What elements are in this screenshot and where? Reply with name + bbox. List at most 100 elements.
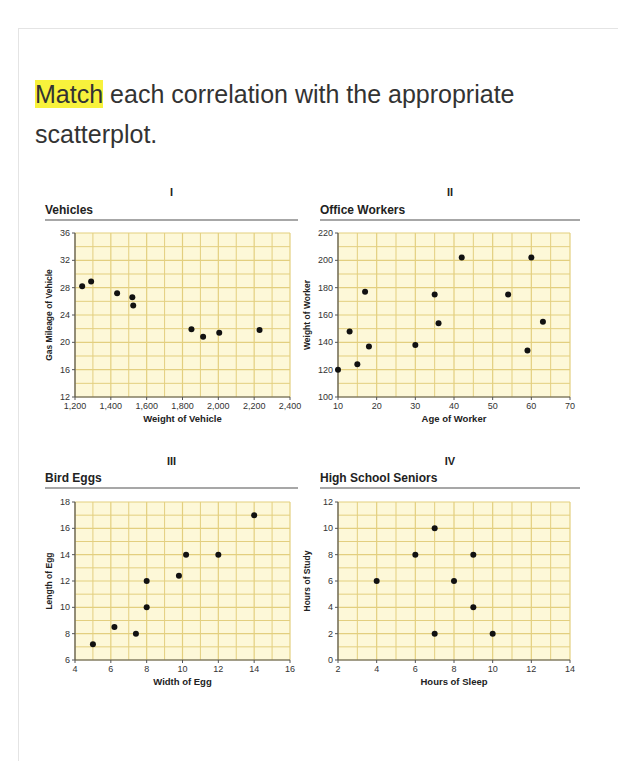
x-tick: [531, 397, 532, 400]
grid-line: [75, 260, 290, 261]
data-point: [470, 604, 476, 610]
title-rule: [320, 219, 580, 221]
chart-title: Vehicles: [45, 203, 93, 217]
y-tick-label: 14: [60, 550, 70, 560]
x-tick: [454, 397, 455, 400]
x-axis-label: Weight of Vehicle: [143, 413, 221, 424]
plot-area: [75, 502, 290, 660]
scatter-chart: IVHigh School Seniors2468101214024681012…: [302, 455, 580, 687]
data-point: [412, 342, 418, 348]
data-point: [451, 578, 457, 584]
y-axis-label: Weight of Worker: [302, 279, 312, 350]
x-tick-label: 2,000: [207, 401, 230, 411]
y-tick-label: 200: [318, 255, 333, 265]
x-tick-label: 10: [177, 664, 187, 674]
x-tick-label: 50: [488, 401, 498, 411]
chart-title: Bird Eggs: [45, 471, 102, 485]
x-tick: [254, 397, 255, 400]
y-tick-label: 36: [60, 228, 70, 238]
x-tick-label: 4: [374, 664, 379, 674]
x-tick-label: 12: [213, 664, 223, 674]
y-tick: [72, 633, 75, 634]
data-point: [524, 348, 530, 354]
data-point: [144, 578, 150, 584]
title-rule: [45, 487, 298, 489]
grid-line: [75, 633, 290, 634]
y-tick: [335, 581, 338, 582]
y-tick-label: 6: [328, 576, 333, 586]
x-tick-label: 20: [372, 401, 382, 411]
x-tick-label: 14: [565, 664, 575, 674]
chart-numeral: III: [167, 455, 176, 467]
x-tick: [570, 397, 571, 400]
x-tick: [492, 397, 493, 400]
grid-line: [75, 528, 290, 529]
data-point: [374, 578, 380, 584]
question-text: each correlation with the appropriate sc…: [35, 80, 515, 148]
data-point: [176, 573, 182, 579]
grid-line: [338, 528, 570, 529]
grid-line: [338, 554, 570, 555]
y-tick: [72, 397, 75, 398]
data-point: [432, 631, 438, 637]
data-point: [412, 552, 418, 558]
y-tick-label: 120: [318, 365, 333, 375]
y-tick: [72, 342, 75, 343]
x-tick-label: 6: [413, 664, 418, 674]
points: [374, 525, 496, 636]
data-point: [432, 525, 438, 531]
x-tick-label: 6: [108, 664, 113, 674]
data-point: [133, 631, 139, 637]
x-tick: [376, 660, 377, 663]
x-tick-label: 1,400: [100, 401, 123, 411]
grid-line: [75, 287, 290, 288]
y-tick: [335, 342, 338, 343]
grid-line: [75, 342, 290, 343]
x-tick-label: 30: [410, 401, 420, 411]
x-tick: [570, 660, 571, 663]
x-tick-label: 10: [333, 401, 343, 411]
charts: IVehicles1,2001,4001,6001,8002,0002,2002…: [0, 0, 618, 761]
grid-line: [75, 554, 290, 555]
y-tick: [335, 315, 338, 316]
data-point: [436, 320, 442, 326]
data-point: [79, 283, 85, 289]
x-tick: [290, 660, 291, 663]
x-tick-label: 40: [449, 401, 459, 411]
y-tick-label: 180: [318, 283, 333, 293]
grid-line: [338, 314, 570, 315]
data-point: [88, 279, 94, 285]
x-axis-label: Width of Egg: [153, 676, 212, 687]
grid-line: [338, 607, 570, 608]
grid-line: [75, 369, 290, 370]
y-tick-label: 0: [328, 655, 333, 665]
chart-numeral: II: [447, 186, 453, 198]
x-tick-label: 10: [488, 664, 498, 674]
scatter-chart: IVehicles1,2001,4001,6001,8002,0002,2002…: [44, 186, 301, 424]
chart-numeral: I: [170, 186, 173, 198]
data-point: [470, 552, 476, 558]
x-tick: [254, 660, 255, 663]
grid-line: [75, 580, 290, 581]
data-point: [432, 292, 438, 298]
x-tick: [182, 397, 183, 400]
y-tick: [72, 528, 75, 529]
highlight-word: Match: [35, 80, 103, 108]
scatter-chart: IIIBird Eggs46810121416681012141618Width…: [44, 455, 298, 687]
data-point: [90, 641, 96, 647]
y-tick-label: 32: [60, 255, 70, 265]
data-point: [130, 302, 136, 308]
data-point: [188, 326, 194, 332]
y-tick-label: 12: [323, 497, 333, 507]
grid-line: [338, 633, 570, 634]
y-axis-label: Length of Egg: [44, 552, 54, 609]
data-point: [215, 552, 221, 558]
x-tick: [531, 660, 532, 663]
chart-title: Office Workers: [320, 203, 405, 217]
data-point: [200, 334, 206, 340]
x-tick: [146, 397, 147, 400]
grid-line: [338, 287, 570, 288]
y-tick: [72, 607, 75, 608]
data-point: [366, 343, 372, 349]
x-tick-label: 14: [249, 664, 259, 674]
